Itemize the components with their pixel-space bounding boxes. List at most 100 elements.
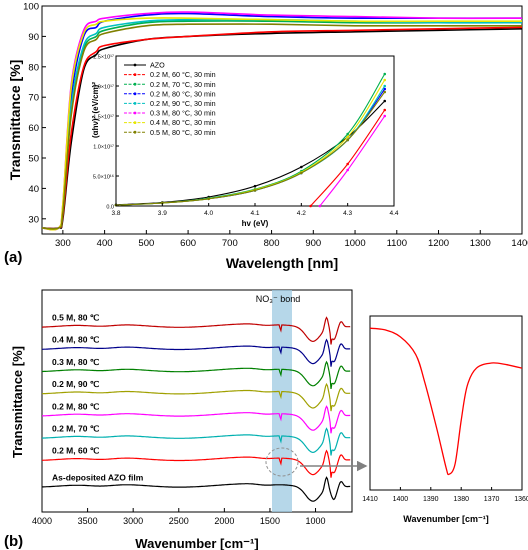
x-tick-label: 1100 bbox=[387, 238, 407, 249]
inset-x-tick-label: 4.0 bbox=[204, 210, 213, 217]
ftir-series-0-2-m-90 bbox=[42, 382, 351, 412]
legend-entry-0-4-m-80-c-30-min: 0.4 M, 80 °C, 30 min bbox=[150, 118, 216, 127]
zoom-frame bbox=[369, 315, 523, 491]
y-tick-label: 60 bbox=[28, 123, 39, 134]
y-tick-label: 100 bbox=[23, 2, 39, 13]
x-tick-label: 600 bbox=[180, 238, 196, 249]
panel-b-y-label: Transmittance [%] bbox=[10, 346, 25, 458]
ftir-series-0-5-m-80 bbox=[42, 316, 351, 345]
x-tick-label: 3500 bbox=[78, 516, 98, 526]
x-tick-label: 3000 bbox=[123, 516, 143, 526]
panel-b-frame bbox=[41, 289, 353, 513]
inset-x-label: hv (eV) bbox=[242, 219, 269, 228]
panel-b-x-ticks: 4000 3500 3000 2500 2000 1500 1000 bbox=[32, 508, 326, 526]
ftir-series-0-2-m-70 bbox=[42, 427, 351, 456]
tauc-point bbox=[383, 114, 387, 118]
ftir-series-0-2-m-60 bbox=[42, 449, 351, 478]
zoom-x-tick-label: 1370 bbox=[484, 496, 500, 503]
y-tick-label: 30 bbox=[28, 214, 39, 225]
panel-a-x-ticks: 300 400 500 600 700 800 900 1000 1100 1200 1300 140… bbox=[55, 230, 528, 249]
tauc-point bbox=[253, 184, 257, 188]
y-tick-label: 50 bbox=[28, 154, 39, 165]
tauc-point bbox=[253, 189, 257, 192]
legend-marker bbox=[133, 73, 137, 76]
inset-x-tick-label: 4.2 bbox=[297, 210, 306, 217]
inset-x-tick-label: 4.3 bbox=[343, 210, 352, 217]
zoom-x-tick-label: 1360 bbox=[514, 496, 528, 503]
ftir-trace-labels: 0.5 M, 80 ℃ 0.4 M, 80 ℃ 0.3 M, 80 ℃ 0.2 M, … bbox=[52, 313, 144, 483]
legend-marker bbox=[133, 63, 137, 67]
x-tick-label: 2000 bbox=[214, 516, 234, 526]
zoom-x-ticks: 1410 1400 1390 1380 1370 1360 bbox=[362, 487, 528, 503]
inset-y-tick-label: 1.5×10¹⁷ bbox=[93, 114, 114, 121]
series-0-5-m-80-c-30-min bbox=[41, 23, 522, 230]
trace-label-0-2-m-70: 0.2 M, 70 ℃ bbox=[52, 424, 100, 434]
zoom-x-tick-label: 1380 bbox=[453, 496, 469, 503]
panel-b: NO₃⁻ bond 0.5 M, 80 ℃ 0.4 M, 80 ℃ 0.3 M, 8… bbox=[4, 289, 528, 550]
inset-x-ticks: 3.8 3.9 4.0 4.1 4.2 4.3 4.4 bbox=[111, 203, 399, 217]
inset-y-tick-label: 2.5×10¹⁷ bbox=[93, 54, 114, 61]
inset-x-tick-label: 4.1 bbox=[250, 210, 259, 217]
x-tick-label: 1500 bbox=[260, 516, 280, 526]
y-tick-label: 40 bbox=[28, 184, 39, 195]
inset-y-tick-label: 5.0×10¹⁶ bbox=[93, 174, 114, 181]
ftir-series-0-2-m-80 bbox=[42, 405, 351, 434]
panel-a-y-ticks: 30 40 50 60 70 80 90 100 bbox=[23, 2, 46, 225]
inset-y-label: (αhν)² (eV/cm)² bbox=[91, 82, 100, 138]
inset-x-tick-label: 3.9 bbox=[158, 210, 167, 217]
x-tick-label: 1400 bbox=[511, 238, 528, 249]
panel-b-x-label: Wavenumber [cm⁻¹] bbox=[135, 536, 258, 550]
x-tick-label: 1300 bbox=[470, 238, 491, 249]
x-tick-label: 2500 bbox=[169, 516, 189, 526]
no3-band-highlight bbox=[272, 290, 292, 512]
legend-marker bbox=[133, 130, 137, 134]
inset-frame bbox=[115, 55, 395, 207]
inset-x-tick-label: 4.4 bbox=[389, 210, 398, 217]
legend-entry-0-2-m-90-c-30-min: 0.2 M, 90 °C, 30 min bbox=[150, 99, 216, 108]
zoom-x-tick-label: 1400 bbox=[393, 496, 409, 503]
trace-label-as-deposited-azo-film: As-deposited AZO film bbox=[52, 472, 144, 482]
tauc-point bbox=[346, 162, 349, 166]
tauc-point bbox=[346, 138, 349, 142]
tauc-point bbox=[383, 99, 387, 103]
x-tick-label: 300 bbox=[55, 238, 71, 249]
inset-x-tick-label: 3.8 bbox=[111, 210, 120, 217]
tauc-point bbox=[309, 204, 312, 208]
legend-marker bbox=[133, 102, 137, 105]
legend-entry-azo: AZO bbox=[150, 61, 165, 70]
zoom-x-tick-label: 1410 bbox=[362, 496, 378, 503]
tauc-point bbox=[318, 204, 322, 208]
trace-label-0-3-m-80: 0.3 M, 80 ℃ bbox=[52, 357, 100, 367]
x-tick-label: 1000 bbox=[344, 238, 365, 249]
zoom-x-label: Wavenumber [cm⁻¹] bbox=[403, 514, 488, 524]
legend-marker bbox=[133, 92, 137, 96]
zoom-series-group bbox=[369, 327, 523, 476]
panel-a-label: (a) bbox=[4, 249, 22, 266]
x-tick-label: 500 bbox=[138, 238, 154, 249]
legend-entry-0-3-m-80-c-30-min: 0.3 M, 80 °C, 30 min bbox=[150, 109, 216, 118]
legend-marker bbox=[133, 82, 137, 86]
y-tick-label: 70 bbox=[28, 93, 39, 104]
legend-marker bbox=[133, 121, 137, 124]
zoom-panel: 1410 1400 1390 1380 1370 1360 Wavenumber [cm⁻… bbox=[362, 315, 528, 524]
trace-label-0-2-m-60: 0.2 M, 60 ℃ bbox=[52, 446, 100, 456]
legend-entry-0-2-m-80-c-30-min: 0.2 M, 80 °C, 30 min bbox=[150, 89, 216, 98]
legend-entry-0-2-m-60-c-30-min: 0.2 M, 60 °C, 30 min bbox=[150, 70, 216, 79]
x-tick-label: 1000 bbox=[306, 516, 326, 526]
inset-y-tick-label: 1.0×10¹⁷ bbox=[93, 144, 114, 151]
panel-a-y-label: Transmittance [%] bbox=[7, 60, 23, 181]
tauc-point bbox=[383, 108, 387, 112]
panel-a-x-label: Wavelength [nm] bbox=[226, 255, 338, 271]
panel-a: 300 400 500 600 700 800 900 1000 1100 1200 1300 140… bbox=[4, 2, 528, 272]
tauc-point bbox=[383, 72, 387, 76]
trace-label-0-2-m-80: 0.2 M, 80 ℃ bbox=[52, 401, 100, 411]
x-tick-label: 900 bbox=[305, 238, 321, 249]
panel-a-frame bbox=[41, 5, 523, 235]
series-0-4-m-80-c-30-min bbox=[41, 17, 522, 231]
ftir-series-as-deposited-azo-film bbox=[42, 476, 351, 502]
transmittance-series-group bbox=[41, 11, 523, 231]
tauc-point bbox=[383, 78, 387, 82]
y-tick-label: 80 bbox=[28, 62, 39, 73]
